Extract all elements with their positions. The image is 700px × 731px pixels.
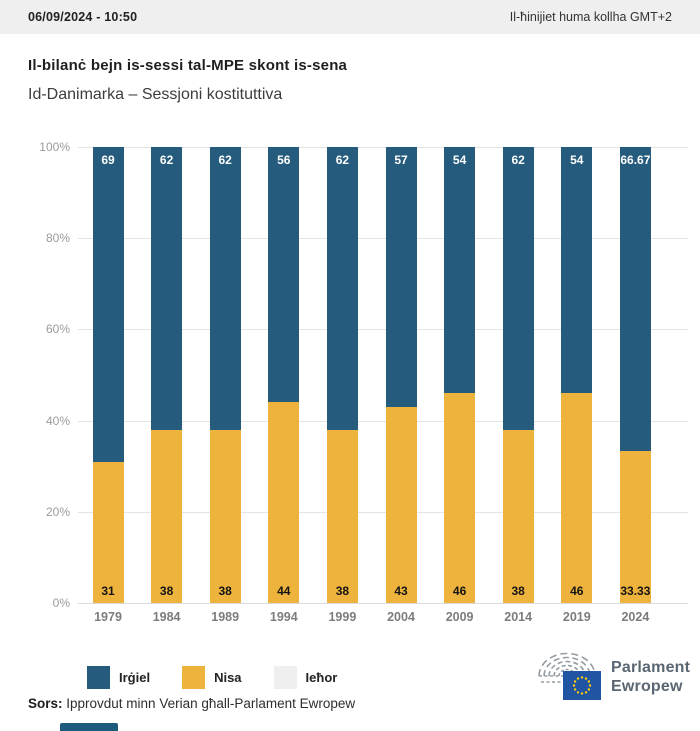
source-prefix: Sors:	[28, 696, 63, 711]
bar-value-label-women: 38	[335, 584, 350, 598]
x-axis-category-label: 2004	[387, 610, 415, 624]
bar-2024[interactable]: 66.67 33.33	[619, 147, 651, 603]
x-axis-category-label: 2014	[504, 610, 533, 624]
gridline	[78, 147, 688, 148]
legend-label-other: Ieħor	[305, 670, 338, 685]
bar-segment-men[interactable]: 69	[92, 147, 124, 462]
gridline	[78, 420, 688, 422]
bar-segment-women[interactable]: 43	[385, 406, 417, 603]
bar-segment-men[interactable]: 56	[268, 147, 300, 403]
x-axis-category-label: 1989	[211, 610, 240, 624]
parliament-logo-text: Parlament Ewropew	[611, 658, 690, 696]
bar-1989[interactable]: 62 38	[209, 147, 241, 603]
x-axis-category-label: 1979	[94, 610, 122, 624]
bar-value-label-men: 69	[101, 153, 115, 167]
bar-segment-men[interactable]: 62	[209, 147, 241, 430]
bar-2019[interactable]: 54 46	[561, 147, 593, 603]
bar-value-label-men: 57	[394, 153, 408, 167]
y-axis-tick-label: 0%	[52, 596, 70, 610]
logo-line1: Parlament	[611, 659, 691, 676]
x-axis-category-label: 1999	[328, 610, 357, 624]
bar-value-label-men: 56	[277, 153, 291, 167]
chart-legend: Irġiel Nisa Ieħor	[87, 666, 369, 689]
bar-segment-men[interactable]: 62	[502, 147, 534, 430]
bar-1994[interactable]: 56 44	[268, 147, 300, 603]
bar-segment-men[interactable]: 57	[385, 147, 417, 407]
gridline	[78, 329, 688, 331]
logo-line2: Ewropew	[611, 678, 683, 695]
bar-value-label-men: 62	[218, 153, 232, 167]
x-axis-category-label: 1984	[152, 610, 181, 624]
gridline	[78, 511, 688, 513]
bar-segment-women[interactable]: 44	[268, 402, 300, 603]
x-axis-category-label: 1994	[269, 610, 298, 624]
bar-segment-women[interactable]: 46	[444, 393, 476, 603]
bar-2009[interactable]: 54 46	[444, 147, 476, 603]
parliament-logo: Parlament Ewropew	[531, 649, 699, 705]
stacked-bar-chart: 100% 80% 60% 40% 20% 0% 69 31 1979 62 38 1984 62 38 19…	[0, 130, 700, 635]
bar-segment-women[interactable]: 46	[561, 393, 593, 603]
bar-value-label-men: 66.67	[620, 153, 651, 167]
legend-swatch-men	[87, 666, 110, 689]
bar-segment-women[interactable]: 38	[326, 429, 358, 603]
bar-value-label-women: 38	[218, 584, 232, 598]
legend-swatch-women	[182, 666, 206, 689]
legend-label-women: Nisa	[214, 670, 242, 685]
y-axis-tick-label: 20%	[45, 504, 70, 519]
bar-value-label-women: 38	[511, 584, 525, 598]
legend-item-men[interactable]: Irġiel	[87, 666, 150, 689]
bar-value-label-men: 54	[570, 153, 584, 167]
hemicycle-eu-flag-icon	[538, 652, 601, 700]
timezone-note: Il-ħinijiet huma kollha GMT+2	[509, 10, 672, 24]
source-line: Sors: Ipprovdut minn Verian għall-Parlam…	[28, 696, 355, 711]
legend-label-men: Irġiel	[119, 670, 151, 685]
bar-2004[interactable]: 57 43	[385, 147, 417, 603]
header-bar: 06/09/2024 - 10:50 Il-ħinijiet huma koll…	[0, 0, 700, 34]
source-text: Ipprovdut minn Verian għall-Parlament Ew…	[62, 696, 356, 711]
bar-segment-women[interactable]: 38	[502, 429, 534, 603]
horizontal-scrollbar-thumb[interactable]	[60, 723, 118, 731]
bar-value-label-women: 46	[452, 584, 467, 598]
bar-segment-women[interactable]: 38	[151, 429, 183, 603]
bar-segment-men[interactable]: 62	[326, 147, 358, 430]
bar-value-label-women: 43	[394, 584, 408, 598]
bar-1999[interactable]: 62 38	[326, 147, 358, 603]
legend-item-other[interactable]: Ieħor	[273, 666, 338, 689]
bar-segment-men[interactable]: 62	[151, 147, 183, 430]
x-axis-category-label: 2024	[621, 610, 650, 624]
bar-segment-men[interactable]: 54	[444, 147, 476, 394]
bar-value-label-women: 31	[101, 584, 115, 598]
legend-item-women[interactable]: Nisa	[182, 666, 242, 689]
y-axis-tick-label: 100%	[39, 140, 70, 154]
y-axis-tick-label: 40%	[45, 413, 70, 428]
bar-2014[interactable]: 62 38	[502, 147, 534, 603]
bar-1979[interactable]: 69 31	[92, 147, 124, 603]
bar-value-label-women: 44	[277, 584, 291, 598]
bar-segment-women[interactable]: 38	[209, 429, 241, 603]
bar-value-label-men: 62	[159, 153, 174, 167]
chart-title: Il-bilanċ bejn is-sessi tal-MPE skont is…	[28, 57, 348, 74]
bar-1984[interactable]: 62 38	[151, 147, 183, 603]
x-axis-category-label: 2009	[445, 610, 474, 624]
y-axis-tick-label: 80%	[45, 231, 70, 246]
bar-value-label-women: 46	[570, 584, 584, 598]
bar-value-label-women: 33.33	[620, 584, 651, 598]
bar-value-label-women: 38	[159, 584, 174, 598]
bar-segment-women[interactable]: 33.33	[619, 451, 651, 603]
chart-subtitle: Id-Danimarka – Sessjoni kostituttiva	[28, 86, 283, 103]
legend-swatch-other	[273, 666, 297, 689]
gridline	[78, 238, 688, 240]
x-axis-category-label: 2019	[562, 610, 591, 624]
y-axis-tick-label: 60%	[45, 322, 70, 337]
bar-segment-men[interactable]: 66.67	[619, 147, 651, 452]
bar-value-label-men: 62	[335, 153, 350, 167]
bar-segment-women[interactable]: 31	[92, 461, 124, 603]
bar-segment-men[interactable]: 54	[561, 147, 593, 394]
datetime-label: 06/09/2024 - 10:50	[28, 10, 138, 24]
gridline	[78, 603, 688, 604]
bar-value-label-men: 62	[511, 153, 525, 167]
eu-stars	[572, 676, 592, 695]
eu-flag	[563, 671, 601, 700]
bar-value-label-men: 54	[452, 153, 467, 167]
